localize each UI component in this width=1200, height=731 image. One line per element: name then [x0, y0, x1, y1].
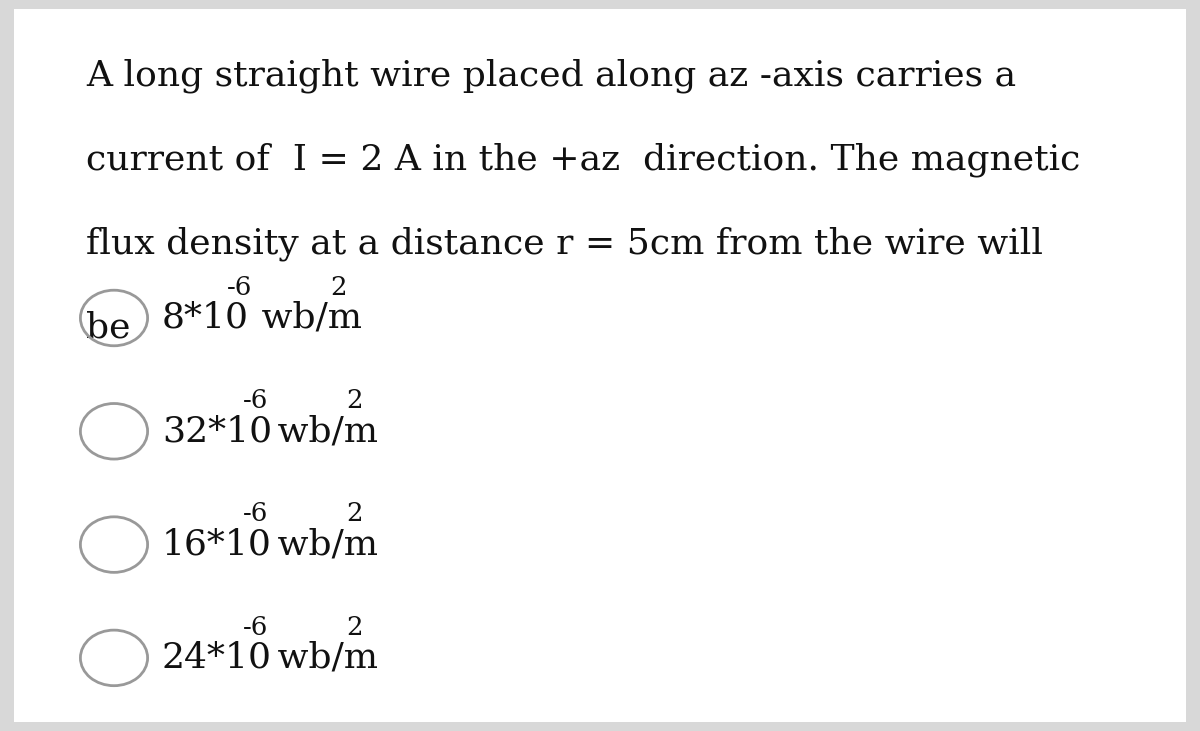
Text: 2: 2: [330, 275, 347, 300]
Text: flux density at a distance r = 5cm from the wire will: flux density at a distance r = 5cm from …: [86, 227, 1044, 261]
Text: A long straight wire placed along az -axis carries a: A long straight wire placed along az -ax…: [86, 58, 1016, 93]
Text: 16*10: 16*10: [162, 528, 272, 561]
Text: -6: -6: [242, 615, 268, 640]
Text: wb/m: wb/m: [266, 641, 378, 675]
Text: be: be: [86, 311, 131, 345]
FancyBboxPatch shape: [14, 9, 1186, 722]
Text: 2: 2: [347, 615, 362, 640]
Text: 32*10: 32*10: [162, 414, 272, 448]
Text: current of  I = 2 A in the +az  direction. The magnetic: current of I = 2 A in the +az direction.…: [86, 143, 1081, 177]
Text: -6: -6: [242, 388, 268, 413]
Text: -6: -6: [227, 275, 252, 300]
Text: 2: 2: [347, 501, 362, 526]
Text: 2: 2: [347, 388, 362, 413]
Text: wb/m: wb/m: [266, 528, 378, 561]
Text: -6: -6: [242, 501, 268, 526]
Text: wb/m: wb/m: [250, 301, 361, 335]
Text: 24*10: 24*10: [162, 641, 272, 675]
Text: 8*10: 8*10: [162, 301, 250, 335]
Text: wb/m: wb/m: [266, 414, 378, 448]
